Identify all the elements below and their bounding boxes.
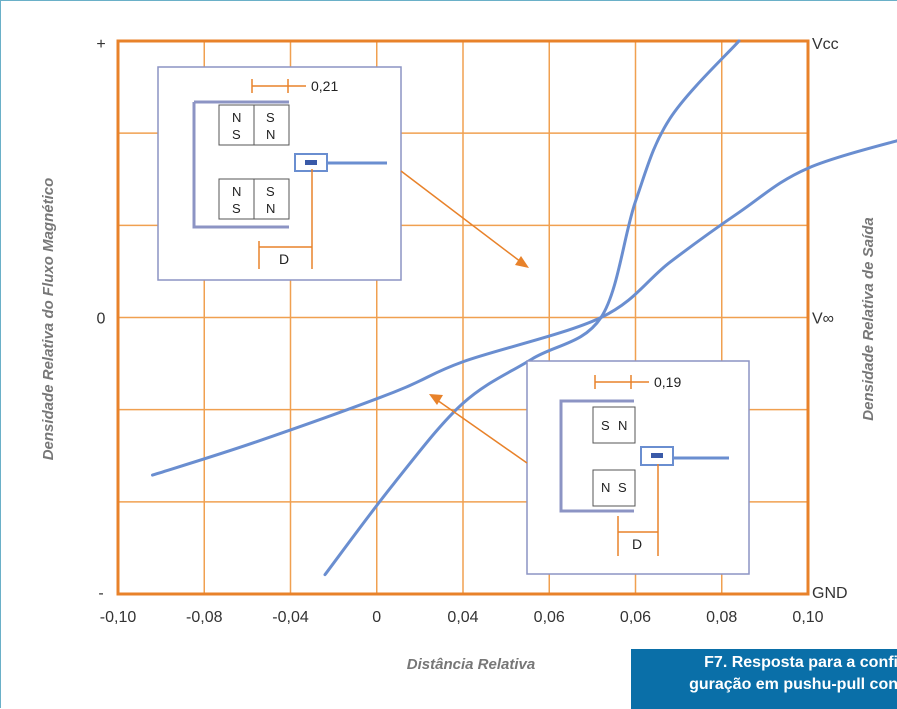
x-tick-label: 0,10 xyxy=(792,609,823,626)
x-tick-label: 0,04 xyxy=(447,609,478,626)
caption-line-1: F7. Resposta para a confi xyxy=(631,652,897,674)
right-axis-label: Densidade Relativa de Saída xyxy=(860,217,877,420)
x-tick-label: 0,08 xyxy=(706,609,737,626)
magnet-pole: N xyxy=(232,184,241,199)
left-axis-label: Densidade Relativa do Fluxo Magnético xyxy=(40,178,57,461)
inset-bottom-right: S N N S 0,19 D xyxy=(527,361,749,574)
left-tick-label: + xyxy=(96,36,105,53)
magnet-pole: S xyxy=(232,127,241,142)
inset-top-left: N S S N N S S N 0,21 D xyxy=(158,67,401,280)
right-tick-label: V∞ xyxy=(812,311,834,328)
magnet-pole: S xyxy=(232,201,241,216)
distance-label: D xyxy=(632,536,642,552)
magnet-pole: S xyxy=(601,418,610,433)
magnet-pole: N xyxy=(266,201,275,216)
magnet-pole: N xyxy=(618,418,627,433)
distance-label: D xyxy=(279,251,289,267)
pointer-arrow xyxy=(401,171,521,262)
left-tick-label: 0 xyxy=(97,311,106,328)
x-tick-label: 0,06 xyxy=(534,609,565,626)
x-tick-label: 0,06 xyxy=(620,609,651,626)
x-tick-label: 0 xyxy=(372,609,381,626)
right-tick-label: Vcc xyxy=(812,36,839,53)
figure-caption: F7. Resposta para a confi guração em pus… xyxy=(631,649,897,709)
hall-sensor-chip xyxy=(305,160,317,165)
magnet-pole: N xyxy=(232,110,241,125)
magnet-pole: N xyxy=(601,480,610,495)
magnet-pole: N xyxy=(266,127,275,142)
x-tick-label: -0,10 xyxy=(100,609,137,626)
dimension-label: 0,21 xyxy=(311,78,338,94)
magnet-block xyxy=(593,407,635,443)
caption-line-2: guração em pushu-pull con xyxy=(631,674,897,696)
magnet-pole: S xyxy=(266,184,275,199)
x-tick-label: -0,04 xyxy=(272,609,309,626)
right-tick-label: GND xyxy=(812,585,848,602)
hall-sensor-chip xyxy=(651,453,663,458)
x-tick-label: -0,08 xyxy=(186,609,223,626)
x-tick-labels: -0,10 -0,08 -0,04 0 0,04 0,06 0,06 0,08 0,10 xyxy=(100,609,824,626)
x-axis-label: Distância Relativa xyxy=(407,656,535,673)
magnet-pole: S xyxy=(618,480,627,495)
magnet-block xyxy=(593,470,635,506)
magnet-pole: S xyxy=(266,110,275,125)
dimension-label: 0,19 xyxy=(654,374,681,390)
left-tick-label: - xyxy=(98,585,103,602)
